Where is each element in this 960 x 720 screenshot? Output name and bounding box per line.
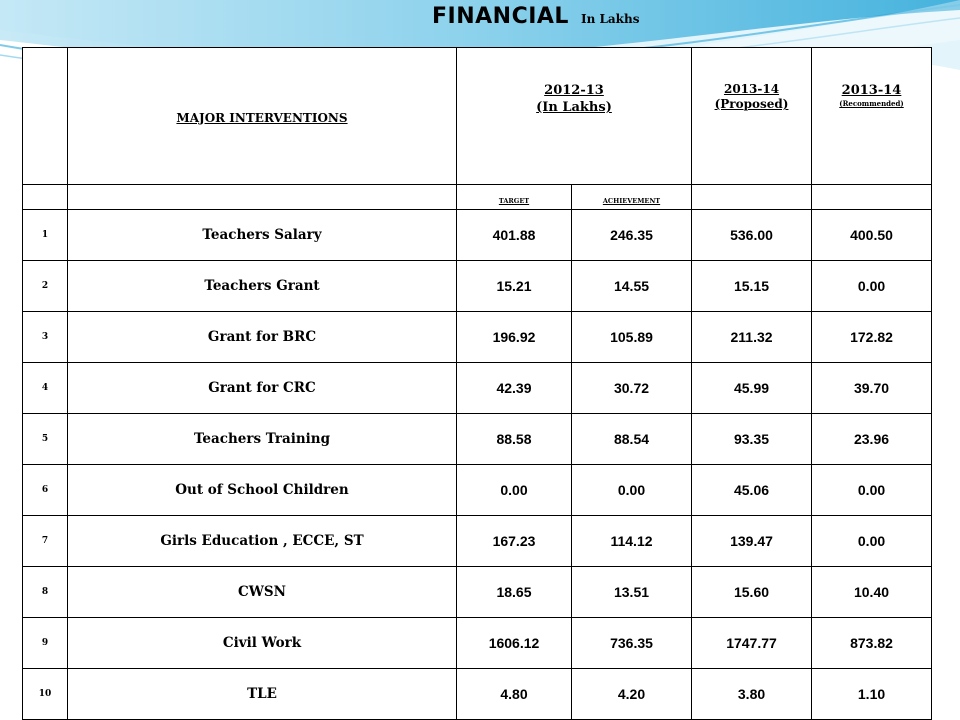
proposed-value: 45.06 — [691, 464, 813, 516]
recommended-value: 400.50 — [811, 209, 933, 261]
recommended-value: 10.40 — [811, 566, 933, 618]
achievement-value: 88.54 — [570, 413, 693, 465]
intervention-name: Teachers Grant — [67, 260, 457, 312]
row-number: 3 — [22, 311, 68, 363]
table-row: 9 Civil Work 1606.12 736.35 1747.77 873.82 — [22, 617, 933, 669]
table-row: 5 Teachers Training 88.58 88.54 93.35 23.96 — [22, 413, 933, 465]
intervention-name: Teachers Salary — [67, 209, 457, 261]
intervention-name: Civil Work — [67, 617, 457, 669]
recommended-value: 0.00 — [811, 515, 933, 567]
subheader-row: TARGET ACHIEVEMENT — [22, 184, 933, 210]
achievement-value: 105.89 — [570, 311, 693, 363]
target-value: 1606.12 — [456, 617, 572, 669]
row-number: 8 — [22, 566, 68, 618]
table-row: 3 Grant for BRC 196.92 105.89 211.32 172.82 — [22, 311, 933, 363]
row-number: 2 — [22, 260, 68, 312]
title-sub: In Lakhs — [580, 12, 640, 26]
table-row: 2 Teachers Grant 15.21 14.55 15.15 0.00 — [22, 260, 933, 312]
recommended-value: 0.00 — [811, 464, 933, 516]
intervention-name: Teachers Training — [67, 413, 457, 465]
intervention-name: Grant for BRC — [67, 311, 457, 363]
table-row: 7 Girls Education , ECCE, ST 167.23 114.12 1… — [22, 515, 933, 567]
recommended-value: 0.00 — [811, 260, 933, 312]
table-row: 6 Out of School Children 0.00 0.00 45.06 0.00 — [22, 464, 933, 516]
table-row: 1 Teachers Salary 401.88 246.35 536.00 400.50 — [22, 209, 933, 261]
achievement-value: 114.12 — [570, 515, 693, 567]
slide-title: FINANCIAL In Lakhs — [432, 4, 639, 34]
achievement-value: 13.51 — [570, 566, 693, 618]
intervention-name: Grant for CRC — [67, 362, 457, 414]
header-period-2012: 2012-13 (In Lakhs) — [455, 47, 693, 185]
recommended-value: 1.10 — [811, 668, 933, 720]
intervention-name: TLE — [67, 668, 457, 720]
financial-table: MAJOR INTERVENTIONS 2012-13 (In Lakhs) 2… — [22, 47, 933, 720]
target-value: 401.88 — [456, 209, 572, 261]
proposed-value: 93.35 — [691, 413, 813, 465]
proposed-value: 15.60 — [691, 566, 813, 618]
header-row: MAJOR INTERVENTIONS 2012-13 (In Lakhs) 2… — [22, 47, 933, 185]
row-number: 7 — [22, 515, 68, 567]
target-value: 88.58 — [456, 413, 572, 465]
header-recommended: 2013-14 (Recommended) — [811, 47, 933, 185]
row-number: 9 — [22, 617, 68, 669]
recommended-value: 873.82 — [811, 617, 933, 669]
subheader-target: TARGET — [456, 184, 572, 210]
intervention-name: CWSN — [67, 566, 457, 618]
header-proposed: 2013-14 (Proposed) — [691, 47, 813, 185]
achievement-value: 246.35 — [570, 209, 693, 261]
proposed-value: 139.47 — [691, 515, 813, 567]
achievement-value: 4.20 — [570, 668, 693, 720]
title-main: FINANCIAL — [432, 4, 569, 29]
proposed-value: 1747.77 — [691, 617, 813, 669]
row-number: 1 — [22, 209, 68, 261]
subheader-achievement: ACHIEVEMENT — [570, 184, 693, 210]
achievement-value: 14.55 — [570, 260, 693, 312]
target-value: 18.65 — [456, 566, 572, 618]
header-interventions: MAJOR INTERVENTIONS — [67, 47, 457, 185]
blank-header-cell — [22, 47, 68, 185]
row-number: 6 — [22, 464, 68, 516]
row-number: 4 — [22, 362, 68, 414]
table-row: 8 CWSN 18.65 13.51 15.60 10.40 — [22, 566, 933, 618]
proposed-value: 3.80 — [691, 668, 813, 720]
proposed-value: 15.15 — [691, 260, 813, 312]
row-number: 10 — [22, 668, 68, 720]
target-value: 42.39 — [456, 362, 572, 414]
intervention-name: Girls Education , ECCE, ST — [67, 515, 457, 567]
target-value: 15.21 — [456, 260, 572, 312]
target-value: 167.23 — [456, 515, 572, 567]
table-body: 1 Teachers Salary 401.88 246.35 536.00 400.50… — [22, 209, 933, 720]
target-value: 0.00 — [456, 464, 572, 516]
achievement-value: 30.72 — [570, 362, 693, 414]
target-value: 196.92 — [456, 311, 572, 363]
table-row: 10 TLE 4.80 4.20 3.80 1.10 — [22, 668, 933, 720]
target-value: 4.80 — [456, 668, 572, 720]
recommended-value: 172.82 — [811, 311, 933, 363]
table-row: 4 Grant for CRC 42.39 30.72 45.99 39.70 — [22, 362, 933, 414]
achievement-value: 0.00 — [570, 464, 693, 516]
row-number: 5 — [22, 413, 68, 465]
proposed-value: 45.99 — [691, 362, 813, 414]
recommended-value: 23.96 — [811, 413, 933, 465]
proposed-value: 536.00 — [691, 209, 813, 261]
recommended-value: 39.70 — [811, 362, 933, 414]
achievement-value: 736.35 — [570, 617, 693, 669]
intervention-name: Out of School Children — [67, 464, 457, 516]
proposed-value: 211.32 — [691, 311, 813, 363]
